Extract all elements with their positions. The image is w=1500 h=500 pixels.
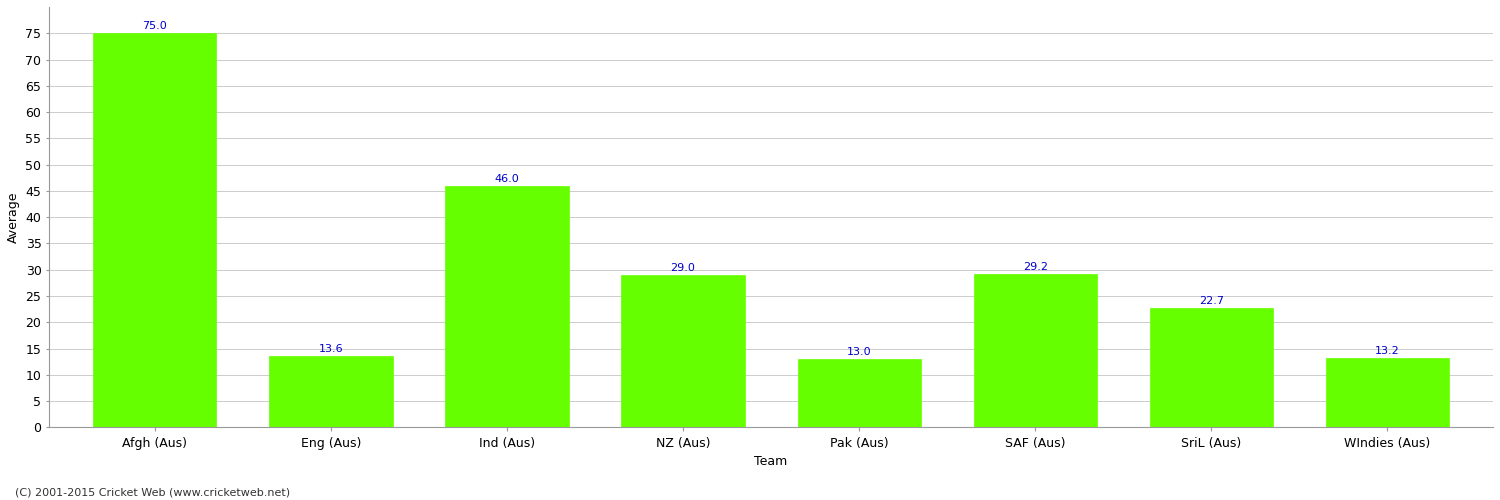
Text: 29.0: 29.0 (670, 263, 696, 273)
Bar (798, 359, 921, 428)
Text: 13.2: 13.2 (1376, 346, 1400, 356)
Text: 46.0: 46.0 (495, 174, 519, 184)
Bar (1149, 308, 1274, 428)
Bar (1326, 358, 1449, 428)
Bar (974, 274, 1096, 428)
Bar (621, 275, 744, 428)
Text: 75.0: 75.0 (142, 21, 166, 31)
Y-axis label: Average: Average (8, 192, 20, 243)
Bar (446, 186, 568, 428)
X-axis label: Team: Team (754, 455, 788, 468)
Bar (93, 33, 216, 427)
Text: 13.0: 13.0 (847, 347, 871, 357)
Text: 22.7: 22.7 (1198, 296, 1224, 306)
Text: (C) 2001-2015 Cricket Web (www.cricketweb.net): (C) 2001-2015 Cricket Web (www.cricketwe… (15, 488, 290, 498)
Text: 13.6: 13.6 (318, 344, 344, 354)
Text: 29.2: 29.2 (1023, 262, 1047, 272)
Bar (268, 356, 393, 428)
